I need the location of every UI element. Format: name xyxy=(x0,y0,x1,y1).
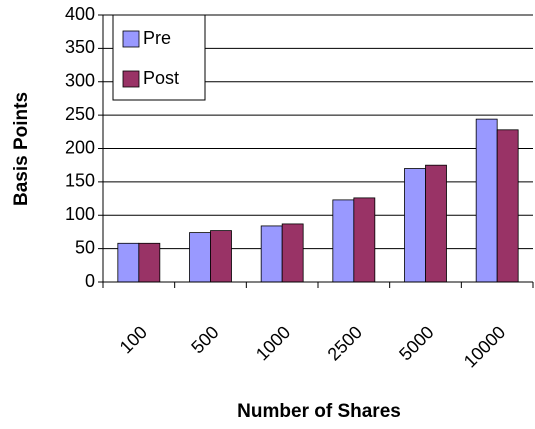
legend-label: Pre xyxy=(143,28,171,48)
x-axis-title: Number of Shares xyxy=(237,401,401,422)
x-tick-label: 100 xyxy=(116,322,151,357)
y-tick-label: 100 xyxy=(65,204,95,224)
bar xyxy=(117,242,140,283)
y-tick-label: 150 xyxy=(65,171,95,191)
bar xyxy=(496,129,519,283)
bar xyxy=(332,199,355,283)
y-tick-label: 350 xyxy=(65,37,95,57)
y-axis-title: Basis Points xyxy=(11,92,32,206)
bar xyxy=(475,118,498,283)
x-tick-label: 1000 xyxy=(252,322,294,364)
x-tick-label: 10000 xyxy=(460,322,510,372)
bar xyxy=(138,242,161,283)
y-tick-label: 250 xyxy=(65,104,95,124)
legend-label: Post xyxy=(143,68,179,88)
bar xyxy=(404,168,426,283)
bar xyxy=(189,232,211,283)
y-tick-label: 400 xyxy=(65,4,95,24)
bar xyxy=(210,230,232,283)
x-tick-label: 2500 xyxy=(324,322,366,364)
bar xyxy=(260,225,283,283)
y-tick-label: 200 xyxy=(65,137,95,157)
y-tick-label: 300 xyxy=(65,71,95,91)
bar xyxy=(425,164,447,283)
y-tick-label: 50 xyxy=(75,237,95,257)
legend-swatch xyxy=(122,30,140,48)
bar xyxy=(281,223,304,283)
x-tick-label: 500 xyxy=(187,322,222,357)
legend-box xyxy=(112,14,206,101)
y-tick-label: 0 xyxy=(85,271,95,291)
bar xyxy=(353,197,376,283)
x-tick-label: 5000 xyxy=(395,322,437,364)
legend-swatch xyxy=(122,70,140,88)
